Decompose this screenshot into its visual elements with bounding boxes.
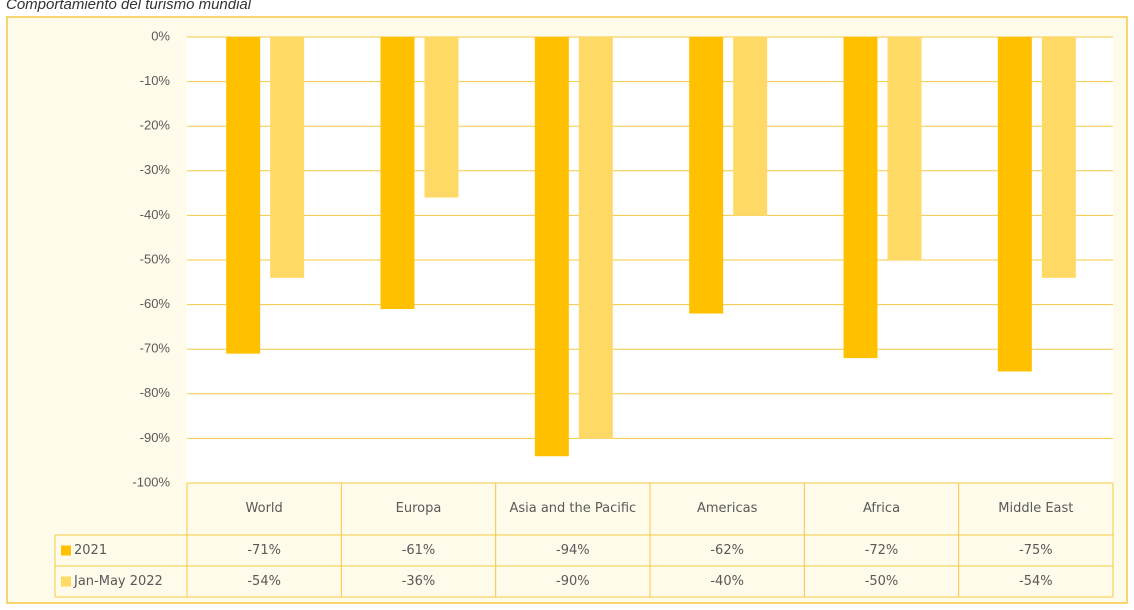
category-cell: World xyxy=(245,500,283,516)
y-tick-label: 0% xyxy=(151,28,170,43)
legend-key xyxy=(61,576,71,587)
bar xyxy=(997,37,1032,372)
chart-title: Comportamiento del turismo mundial xyxy=(6,0,252,13)
x-tick-label: Americas xyxy=(696,500,758,516)
table-value-label: -62% xyxy=(710,543,744,558)
x-tick-label: Middle East xyxy=(998,500,1074,516)
x-tick-label: World xyxy=(245,500,283,516)
bar xyxy=(733,37,768,216)
category-cell: Europa xyxy=(395,500,442,516)
table-value-label: -94% xyxy=(556,543,590,558)
category-cell: Asia and the Pacific xyxy=(509,500,637,516)
table-value-label: -72% xyxy=(865,543,899,558)
legend-label: 2021 xyxy=(74,543,107,558)
y-tick-label: -40% xyxy=(140,207,171,222)
table-value-label: -54% xyxy=(1019,574,1053,589)
table-value-label: -71% xyxy=(247,543,281,558)
bar xyxy=(689,37,724,314)
y-tick-label: -80% xyxy=(140,385,171,400)
bar xyxy=(380,37,415,310)
x-tick-label: Africa xyxy=(862,500,901,516)
table-value-label: -36% xyxy=(402,574,436,589)
bar xyxy=(424,37,459,198)
table-value-label: -54% xyxy=(247,574,281,589)
bar xyxy=(270,37,305,278)
table-value-label: -75% xyxy=(1019,543,1053,558)
x-tick-label: Europa xyxy=(395,500,442,516)
bar xyxy=(843,37,878,359)
y-tick-label: -100% xyxy=(132,474,170,489)
legend-label: Jan-May 2022 xyxy=(73,574,163,589)
y-tick-label: -50% xyxy=(140,251,171,266)
bar xyxy=(226,37,261,354)
table-value-label: -50% xyxy=(865,574,899,589)
table-value-label: -40% xyxy=(710,574,744,589)
category-cell: Middle East xyxy=(998,500,1074,516)
bar xyxy=(887,37,922,260)
table-value-label: -90% xyxy=(556,574,590,589)
x-tick-label: Asia and the Pacific xyxy=(509,500,637,516)
y-tick-label: -60% xyxy=(140,296,171,311)
category-cell: Africa xyxy=(862,500,901,516)
y-tick-label: -70% xyxy=(140,341,171,356)
bar xyxy=(534,37,569,457)
bar xyxy=(1041,37,1076,278)
y-tick-label: -30% xyxy=(140,162,171,177)
y-tick-label: -90% xyxy=(140,430,171,445)
bar xyxy=(578,37,613,439)
legend-key xyxy=(61,545,71,556)
y-tick-label: -20% xyxy=(140,118,171,133)
y-tick-label: -10% xyxy=(140,73,171,88)
table-value-label: -61% xyxy=(402,543,436,558)
category-cell: Americas xyxy=(696,500,758,516)
